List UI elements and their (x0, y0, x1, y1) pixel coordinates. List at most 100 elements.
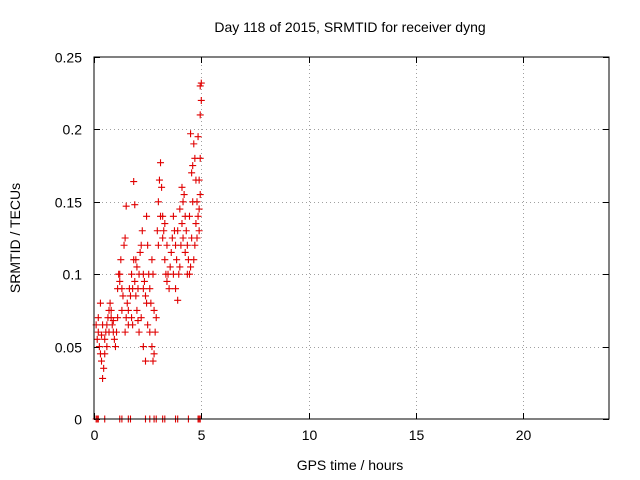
data-point (101, 335, 109, 343)
data-point (154, 241, 162, 249)
data-point (178, 183, 186, 191)
grid-lines (94, 57, 609, 419)
data-point (176, 205, 184, 213)
data-series (92, 79, 205, 423)
data-point (144, 241, 152, 249)
data-point (93, 335, 101, 343)
data-point (169, 270, 177, 278)
data-point (153, 227, 161, 235)
data-point (191, 241, 199, 249)
data-point (157, 159, 165, 167)
data-point (189, 198, 197, 206)
data-point (148, 256, 156, 264)
y-tick-label: 0.15 (55, 195, 82, 211)
data-point (103, 343, 111, 351)
data-point (157, 212, 165, 220)
data-point (177, 241, 185, 249)
data-point (144, 321, 152, 329)
data-point (172, 285, 180, 293)
data-point (183, 241, 191, 249)
data-point (173, 256, 181, 264)
data-point (137, 314, 145, 322)
x-axis-label: GPS time / hours (297, 457, 404, 473)
x-tick-label: 10 (302, 427, 318, 443)
data-point (123, 299, 131, 307)
data-point (114, 314, 122, 322)
data-point (179, 198, 187, 206)
data-point (194, 212, 202, 220)
data-point (107, 306, 115, 314)
data-point (182, 227, 190, 235)
data-point (133, 306, 141, 314)
data-point (139, 343, 147, 351)
data-point (192, 220, 200, 228)
data-point (161, 256, 169, 264)
y-axis-label: SRMTID / TECUs (7, 183, 23, 293)
data-point (195, 205, 203, 213)
y-tick-label: 0.25 (55, 50, 82, 66)
data-point (158, 183, 166, 191)
data-point (121, 234, 129, 242)
x-tick-label: 5 (198, 427, 206, 443)
data-point (178, 220, 186, 228)
data-point (136, 248, 144, 256)
data-point (94, 328, 102, 336)
data-point (108, 321, 116, 329)
chart-title: Day 118 of 2015, SRMTID for receiver dyn… (214, 19, 485, 35)
y-tick-label: 0 (74, 412, 82, 428)
data-point (176, 263, 184, 271)
data-point (139, 285, 147, 293)
data-point (128, 314, 136, 322)
data-point (160, 227, 168, 235)
data-point (143, 299, 151, 307)
data-point (101, 350, 109, 358)
data-point (196, 154, 204, 162)
data-point (131, 201, 139, 209)
data-point (188, 234, 196, 242)
data-point (196, 191, 204, 199)
data-point (109, 317, 117, 325)
data-point (142, 292, 149, 300)
data-point (131, 277, 139, 285)
data-point (130, 178, 138, 186)
data-point (100, 364, 108, 372)
data-point (118, 306, 126, 314)
data-point (181, 248, 189, 256)
data-point (113, 328, 121, 336)
plot-frame (93, 56, 610, 420)
data-point (122, 202, 130, 210)
data-point (135, 328, 143, 336)
data-point (150, 350, 158, 358)
data-point (132, 292, 140, 300)
data-point (163, 277, 171, 285)
data-point (149, 270, 157, 278)
data-point (133, 263, 141, 271)
data-point (155, 176, 163, 184)
data-point (140, 277, 148, 285)
data-point (187, 263, 195, 271)
data-point (190, 256, 198, 264)
data-point (146, 285, 154, 293)
data-point (116, 270, 124, 278)
data-point (179, 234, 187, 242)
data-point (143, 212, 151, 220)
data-point (110, 335, 118, 343)
data-point (96, 299, 104, 307)
data-point (154, 198, 162, 206)
data-point (120, 241, 128, 249)
data-point (187, 130, 195, 138)
data-point (138, 227, 146, 235)
data-point (150, 306, 158, 314)
y-tick-label: 0.1 (63, 267, 83, 283)
data-point (119, 292, 127, 300)
y-tick-label: 0.05 (55, 340, 82, 356)
data-point (167, 248, 175, 256)
data-point (98, 357, 106, 365)
data-point (183, 270, 191, 278)
data-point (98, 331, 106, 339)
data-point (148, 343, 156, 351)
data-point (105, 328, 113, 336)
data-point (161, 220, 169, 228)
data-point (106, 299, 114, 307)
